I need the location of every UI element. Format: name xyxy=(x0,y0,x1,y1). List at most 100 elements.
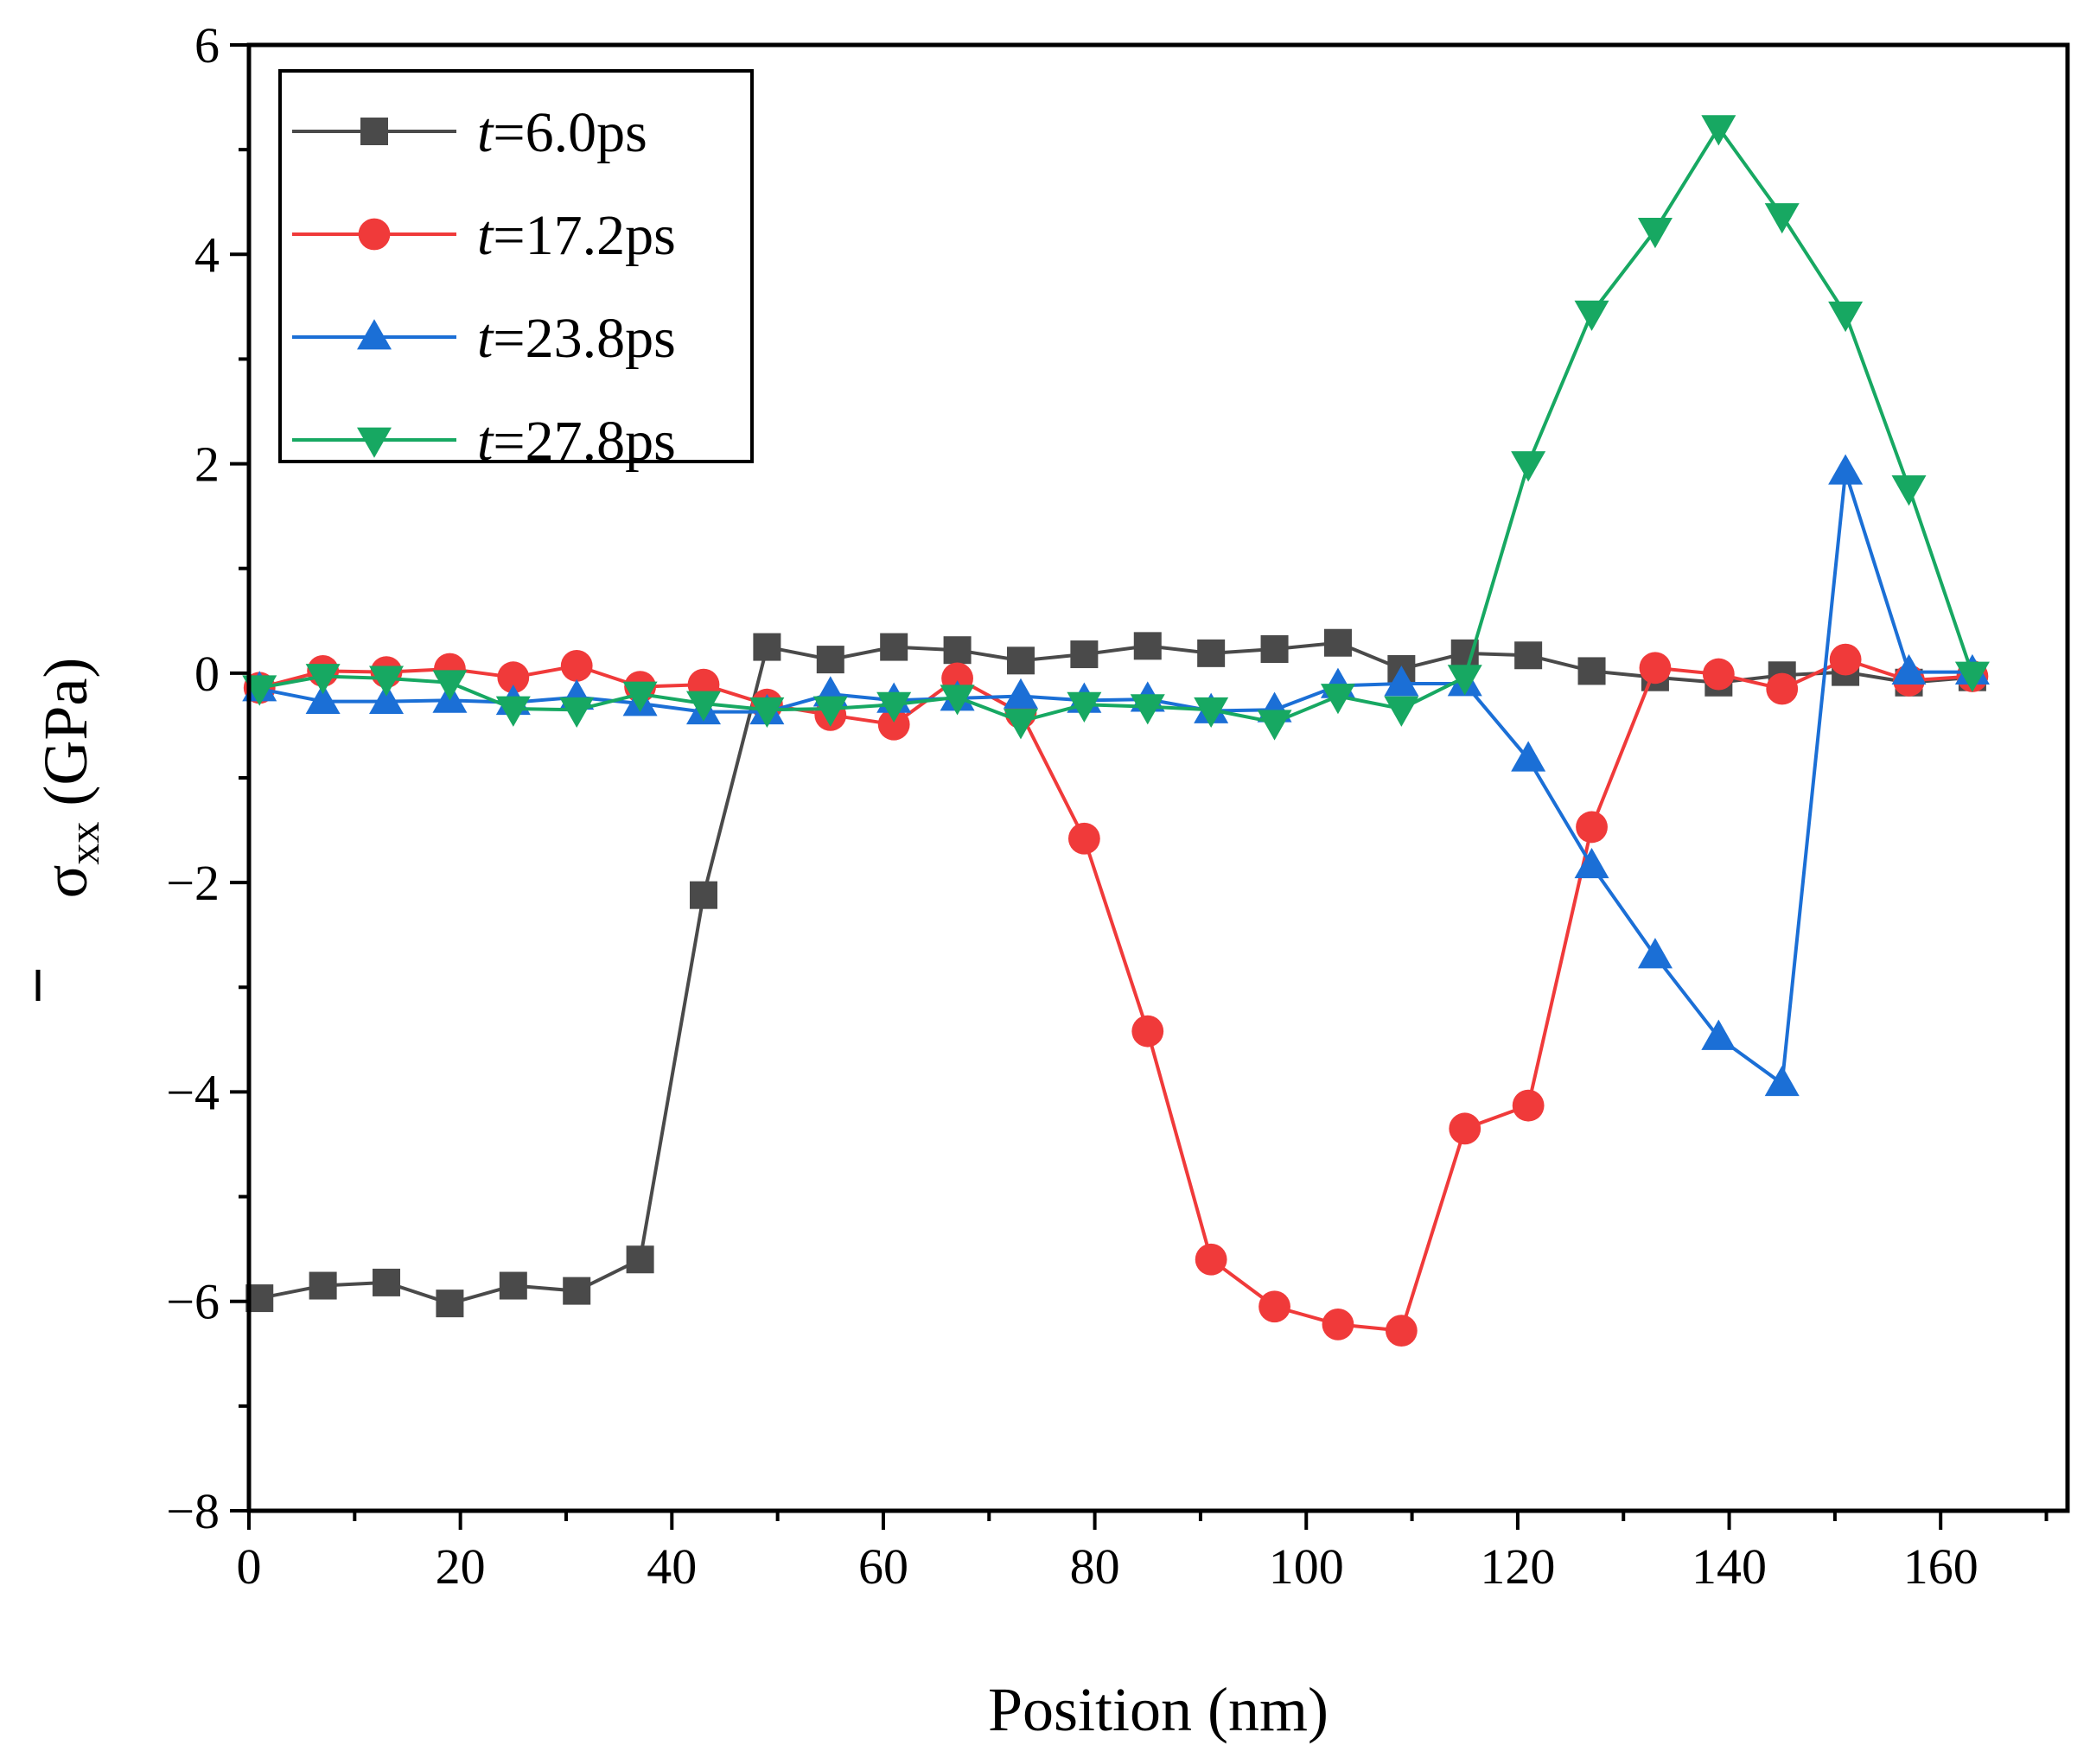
data-point xyxy=(1067,822,1100,855)
legend-label-value: =6.0ps xyxy=(493,101,647,164)
data-point xyxy=(1891,653,1927,685)
data-point xyxy=(499,1271,527,1300)
x-tick-label: 20 xyxy=(436,1538,486,1595)
x-tick-label: 100 xyxy=(1269,1538,1344,1595)
data-point xyxy=(560,649,593,682)
data-point xyxy=(1576,811,1608,844)
data-point xyxy=(816,646,844,674)
data-point xyxy=(1637,218,1673,249)
legend-label-value: =17.2ps xyxy=(493,204,675,267)
data-point xyxy=(1574,847,1609,879)
data-point xyxy=(1637,938,1673,969)
data-point xyxy=(1701,1019,1736,1050)
data-point xyxy=(1828,301,1864,333)
data-point xyxy=(1133,632,1162,660)
data-point xyxy=(373,1268,401,1296)
data-point xyxy=(1194,697,1229,729)
legend-item: t=23.8ps xyxy=(292,307,676,370)
data-point xyxy=(1195,1243,1227,1276)
y-tick-label: 0 xyxy=(194,646,220,702)
legend-item: t=6.0ps xyxy=(292,101,647,164)
y-axis: −8 −6 −4 −2 0 2 4 6 xyxy=(166,17,249,1539)
x-tick-label: 80 xyxy=(1070,1538,1120,1595)
legend-marker xyxy=(357,319,392,350)
data-point xyxy=(1639,652,1672,685)
data-point xyxy=(1577,657,1606,685)
data-point xyxy=(622,681,658,712)
series-line xyxy=(258,470,1972,1086)
data-point xyxy=(1511,741,1546,772)
data-point xyxy=(369,683,405,714)
data-point xyxy=(749,697,785,729)
data-point xyxy=(1320,684,1355,715)
x-tick-label: 40 xyxy=(647,1538,697,1595)
data-point xyxy=(1130,694,1165,725)
series-line xyxy=(258,640,1973,1306)
data-point xyxy=(1384,665,1419,697)
data-point xyxy=(1511,451,1546,482)
legend-marker xyxy=(358,218,391,251)
legend-marker xyxy=(357,427,392,458)
data-point xyxy=(369,665,405,697)
data-point xyxy=(436,1290,464,1318)
data-point xyxy=(1764,1065,1800,1097)
data-point xyxy=(1766,672,1799,705)
x-axis-title: Position (nm) xyxy=(988,1675,1329,1744)
legend-box xyxy=(278,69,754,463)
legend-item: t=17.2ps xyxy=(292,204,676,267)
x-axis: 0 20 40 60 80 100 120 140 160 xyxy=(237,1511,2049,1595)
y-tick-label: 6 xyxy=(194,17,220,73)
data-point xyxy=(1384,696,1419,727)
data-point xyxy=(1258,1290,1290,1323)
data-point xyxy=(690,881,717,909)
legend-label-var: t xyxy=(477,204,494,267)
data-point xyxy=(1323,628,1352,657)
x-tick-label: 140 xyxy=(1692,1538,1767,1595)
y-tick-label: −4 xyxy=(166,1064,220,1120)
data-point xyxy=(1067,691,1102,723)
series-line xyxy=(258,658,1973,1333)
data-point xyxy=(1449,1112,1481,1145)
x-tick-label: 120 xyxy=(1480,1538,1555,1595)
data-point xyxy=(686,691,721,722)
data-point xyxy=(1385,1315,1418,1347)
data-point xyxy=(1070,640,1099,669)
x-tick-label: 60 xyxy=(858,1538,908,1595)
data-point xyxy=(626,1245,654,1274)
data-point xyxy=(563,1277,591,1305)
plot-content xyxy=(242,115,1990,1347)
legend-item: t=27.8ps xyxy=(292,410,676,473)
data-point xyxy=(1891,475,1927,506)
data-point xyxy=(497,661,530,694)
legend-label-var: t xyxy=(477,410,494,473)
data-point xyxy=(1764,203,1800,234)
data-point xyxy=(943,636,972,665)
data-point xyxy=(305,683,341,714)
y-axis-units: (GPa) xyxy=(31,658,100,822)
y-axis-title: σxx (GPa) xyxy=(31,658,108,1001)
data-point xyxy=(1701,115,1736,146)
data-point xyxy=(1197,639,1226,667)
data-point xyxy=(1257,710,1292,741)
data-point xyxy=(880,633,908,661)
data-point xyxy=(1006,646,1035,675)
data-point xyxy=(1260,634,1289,663)
data-point xyxy=(1322,1308,1354,1341)
y-axis-subscript: xx xyxy=(60,822,108,865)
data-point xyxy=(1514,641,1543,670)
data-point xyxy=(1447,665,1482,696)
legend-label: t=23.8ps xyxy=(477,307,676,370)
y-tick-label: 4 xyxy=(194,226,220,283)
y-tick-label: −2 xyxy=(166,855,220,911)
legend-label-value: =27.8ps xyxy=(493,410,675,473)
data-point xyxy=(1131,1015,1164,1048)
legend-label: t=27.8ps xyxy=(477,410,676,473)
legend-marker xyxy=(360,118,388,145)
data-point xyxy=(877,708,910,741)
series-2 xyxy=(243,643,1989,1347)
x-tick-label: 0 xyxy=(237,1538,262,1595)
y-tick-label: −6 xyxy=(166,1274,220,1330)
data-point xyxy=(432,670,468,701)
data-point xyxy=(753,633,781,661)
series-line xyxy=(258,125,1974,724)
